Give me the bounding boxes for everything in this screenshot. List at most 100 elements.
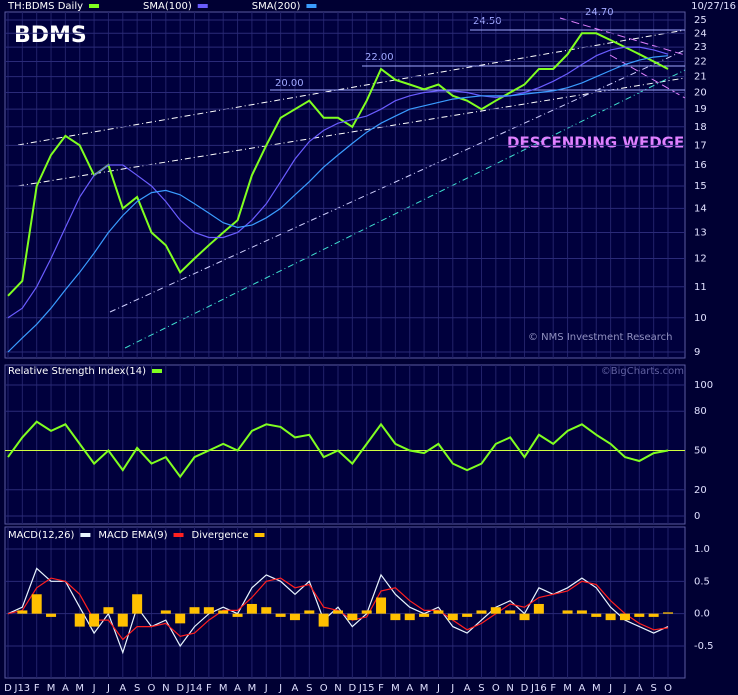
x-tick-label: A — [578, 683, 585, 694]
y-tick-label: 20 — [694, 485, 707, 496]
rsi-panel — [4, 364, 686, 525]
x-tick-label: D — [521, 683, 529, 694]
y-tick-label: -0.5 — [694, 641, 714, 652]
x-tick-label: J — [264, 683, 268, 694]
x-tick-label: M — [75, 683, 84, 694]
divergence-bar — [433, 610, 444, 614]
y-tick-label: 100 — [694, 380, 713, 391]
x-tick-label: J — [450, 683, 454, 694]
divergence-bar — [31, 594, 42, 614]
wedge-line — [559, 17, 686, 56]
x-tick-label: O — [664, 683, 672, 694]
divergence-bar — [74, 613, 85, 627]
y-tick-label: 22 — [694, 57, 707, 68]
series-line — [7, 567, 669, 655]
x-tick-label: J — [278, 683, 282, 694]
y-tick-label: 16 — [694, 160, 707, 171]
divergence-bar — [476, 610, 487, 614]
trend-lines — [17, 17, 686, 349]
divergence-bar — [634, 613, 645, 617]
trend-line — [124, 69, 686, 349]
trend-line — [109, 49, 686, 313]
x-tick-label: J — [436, 683, 440, 694]
x-tick-label: M — [219, 683, 228, 694]
y-tick-label: 9 — [694, 347, 700, 358]
legend-label: Divergence — [192, 530, 249, 541]
logo: BDMS — [14, 23, 87, 48]
divergence-bar — [17, 610, 28, 614]
y-tick-label: 15 — [694, 181, 707, 192]
x-tick-label: M — [420, 683, 429, 694]
divergence-bar — [576, 610, 587, 614]
x-tick-label: A — [234, 683, 241, 694]
divergence-bar — [333, 610, 343, 614]
legend-label: MACD EMA(9) — [98, 530, 167, 541]
divergence-bar — [304, 610, 315, 614]
y-tick-label: 19 — [694, 104, 707, 115]
x-tick-label: F — [550, 683, 556, 694]
x-tick-label: J — [622, 683, 626, 694]
y-tick-label: 14 — [694, 203, 707, 214]
x-tick-label: J — [106, 683, 110, 694]
annotation: 24.50 — [473, 16, 502, 27]
x-tick-label: A — [636, 683, 643, 694]
divergence-bar — [289, 613, 300, 621]
divergence-bar — [591, 613, 602, 617]
divergence-bar — [347, 613, 358, 621]
divergence-bar — [203, 607, 214, 614]
x-tick-label: J — [92, 683, 96, 694]
legend-label: SMA(100) — [143, 1, 192, 12]
x-tick-label: M — [391, 683, 400, 694]
legend-swatch — [173, 533, 184, 537]
x-tick-label: O — [320, 683, 328, 694]
y-tick-label: 20 — [694, 88, 707, 99]
legend-swatch — [197, 4, 208, 8]
divergence-bar — [605, 613, 616, 621]
x-tick-label: F — [206, 683, 212, 694]
y-tick-label: 0 — [694, 511, 700, 522]
x-tick-label: S — [134, 683, 140, 694]
x-tick-label: J — [608, 683, 612, 694]
x-tick-label: M — [592, 683, 601, 694]
x-tick-label: A — [62, 683, 69, 694]
x-tick-label: O — [148, 683, 156, 694]
y-tick-label: 25 — [694, 15, 707, 26]
divergence-bar — [232, 613, 243, 617]
x-tick-label: F — [34, 683, 40, 694]
legend-label: MACD(12,26) — [8, 530, 75, 541]
x-tick-label: J16 — [530, 683, 547, 694]
divergence-bar — [562, 610, 573, 614]
divergence-bar — [117, 613, 128, 627]
divergence-bar — [46, 613, 57, 617]
x-tick-label: A — [292, 683, 299, 694]
x-tick-label: N — [334, 683, 341, 694]
y-tick-label: 80 — [694, 406, 707, 417]
series-line — [7, 46, 669, 319]
y-tick-label: 11 — [694, 282, 707, 293]
divergence-bar — [361, 610, 372, 614]
y-tick-label: 1.0 — [694, 544, 710, 555]
x-tick-label: J14 — [186, 683, 203, 694]
divergence-bar — [390, 613, 401, 621]
annotation: 22.00 — [365, 52, 394, 63]
annotation: DESCENDING WEDGE — [507, 134, 684, 152]
x-tick-label: S — [478, 683, 484, 694]
watermark: ©BigCharts.com — [601, 366, 684, 377]
x-tick-label: O — [492, 683, 500, 694]
legend-label: Relative Strength Index(14) — [8, 366, 146, 377]
legend-label: SMA(200) — [252, 1, 301, 12]
x-tick-label: D — [4, 683, 12, 694]
divergence-bar — [462, 613, 473, 617]
y-tick-label: 0.5 — [694, 576, 710, 587]
divergence-bar — [261, 607, 272, 614]
divergence-bar — [663, 612, 673, 614]
series-line — [7, 420, 669, 479]
trend-line — [17, 29, 686, 146]
x-tick-label: S — [650, 683, 656, 694]
x-tick-label: A — [464, 683, 471, 694]
x-tick-label: F — [378, 683, 384, 694]
legend-label: TH:BDMS Daily — [7, 1, 83, 12]
divergence-bar — [533, 603, 544, 614]
divergence-bar — [89, 613, 100, 627]
